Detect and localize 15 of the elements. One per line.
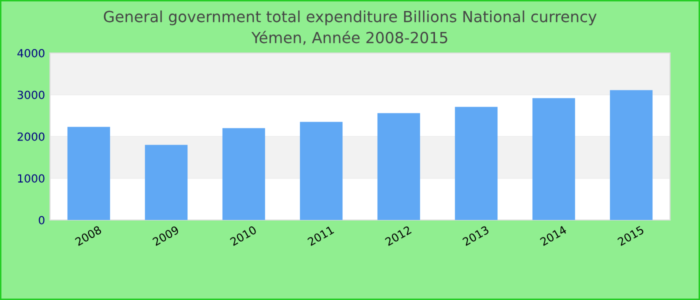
bar <box>300 122 343 220</box>
bar <box>144 144 188 220</box>
bar <box>454 106 498 220</box>
bar <box>222 128 266 220</box>
bar <box>377 113 420 220</box>
y-tick-label: 1000 <box>18 174 44 183</box>
y-tick-label: 4000 <box>17 48 44 58</box>
chart-subtitle: Yémen, Année 2008-2015 <box>251 30 448 45</box>
y-tick-label: 0 <box>38 216 44 224</box>
y-tick-label: 3000 <box>18 90 44 100</box>
bar <box>67 126 110 220</box>
bar <box>532 98 576 220</box>
y-tick-label: 2000 <box>18 132 44 141</box>
bar <box>610 90 653 220</box>
chart-title: General government total expenditure Billions National currency <box>104 10 597 26</box>
